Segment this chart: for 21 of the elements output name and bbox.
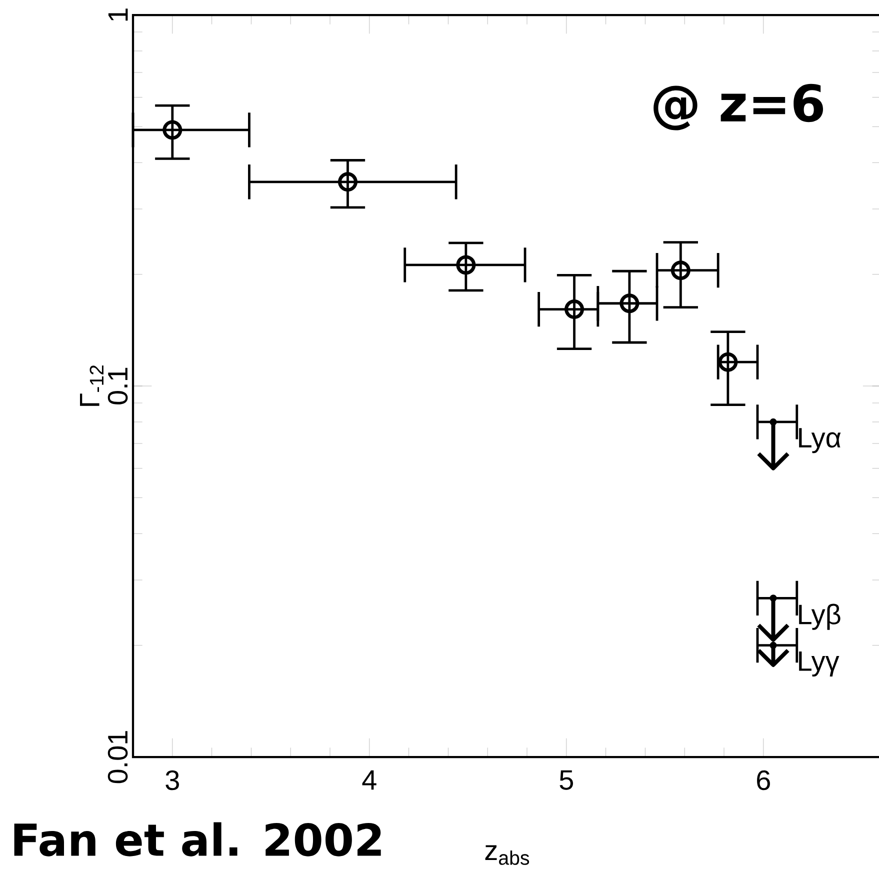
x-axis-title: z$_{abs}$ (485, 845, 530, 865)
x-tick-label: 6 (757, 770, 770, 790)
x-tick-label: 5 (560, 770, 573, 790)
point (670, 260, 690, 280)
y-tick-label: 0.1 (108, 368, 128, 404)
point (718, 352, 738, 372)
x-tick-label: 4 (362, 770, 376, 790)
point (620, 294, 640, 314)
point (456, 255, 476, 275)
annotation: Lyβ (799, 604, 840, 630)
y-axis-title: Γ$_{-12}$ (80, 365, 104, 406)
point (162, 120, 182, 140)
y-tick-label: 0.01 (108, 731, 128, 784)
text: Fan et al. 2002 (14, 822, 381, 856)
annotation: Lyγ (799, 651, 840, 677)
annotation: Lyα (799, 428, 841, 454)
point (564, 300, 584, 320)
x-tick-label: 3 (166, 770, 179, 790)
point (338, 172, 358, 192)
annotation: @ z=6 (654, 84, 824, 130)
y-tick-label: 1 (108, 8, 128, 21)
